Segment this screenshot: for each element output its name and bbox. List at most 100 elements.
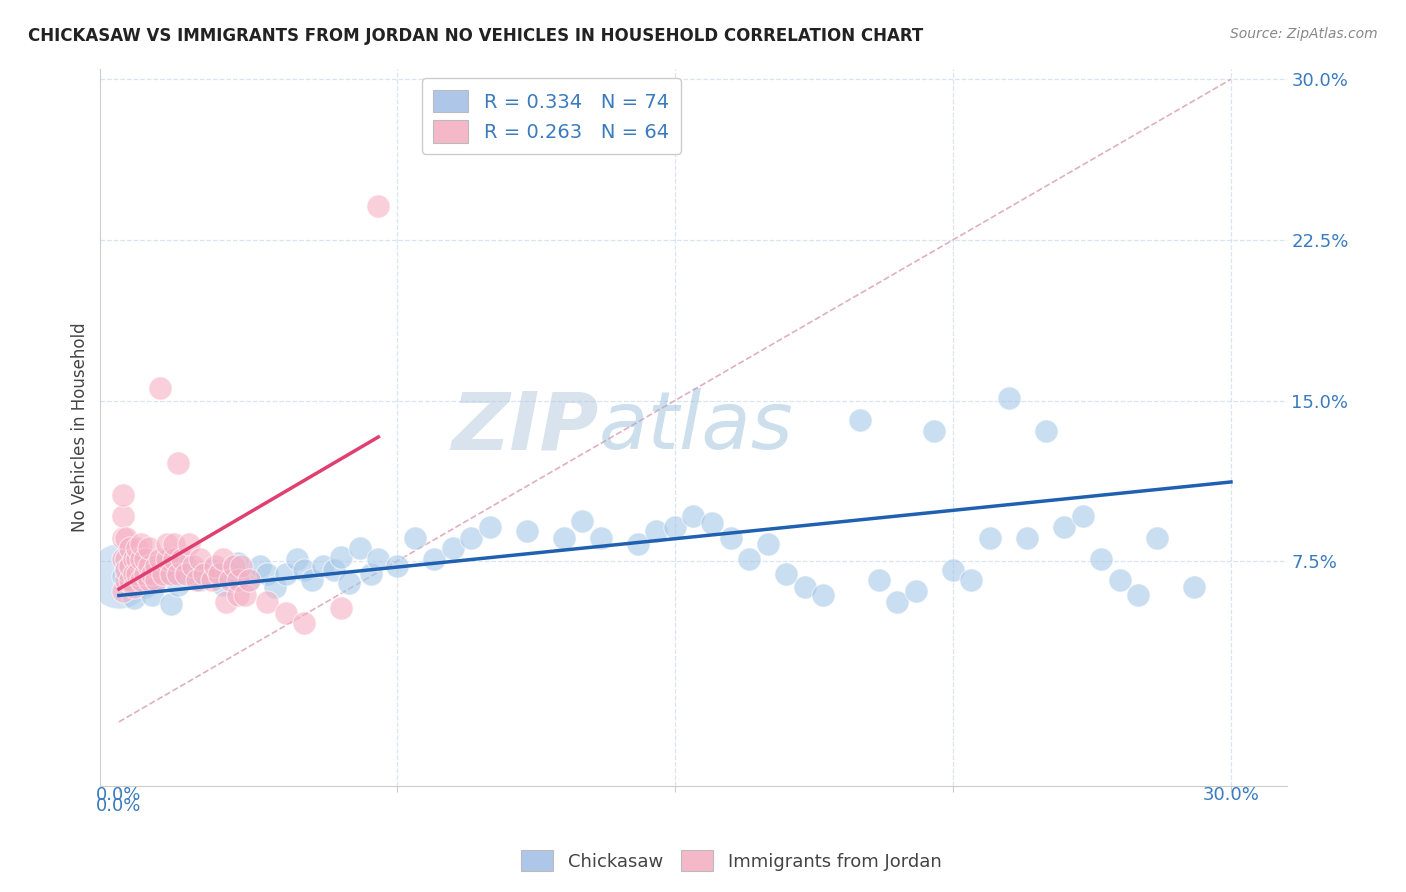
Point bbox=[190, 552, 212, 566]
Text: 0.0%: 0.0% bbox=[96, 786, 142, 805]
Point bbox=[292, 616, 315, 631]
Point bbox=[145, 558, 167, 573]
Point bbox=[1017, 531, 1039, 545]
Point bbox=[122, 552, 145, 566]
Text: 30.0%: 30.0% bbox=[1202, 786, 1260, 805]
Point bbox=[122, 591, 145, 605]
Point bbox=[174, 567, 197, 582]
Point bbox=[360, 567, 382, 582]
Point bbox=[1108, 574, 1130, 588]
Point bbox=[152, 563, 174, 577]
Point bbox=[238, 574, 260, 588]
Point bbox=[129, 537, 152, 551]
Point bbox=[152, 567, 174, 582]
Point bbox=[682, 509, 704, 524]
Point bbox=[441, 541, 464, 556]
Point bbox=[167, 567, 190, 582]
Point bbox=[129, 552, 152, 566]
Point bbox=[226, 557, 249, 571]
Point bbox=[904, 584, 927, 599]
Point bbox=[115, 531, 138, 545]
Point bbox=[111, 531, 134, 545]
Point bbox=[274, 606, 297, 620]
Point bbox=[200, 574, 222, 588]
Point bbox=[997, 392, 1019, 406]
Point bbox=[115, 552, 138, 566]
Point bbox=[186, 574, 208, 588]
Point bbox=[330, 549, 353, 564]
Point bbox=[122, 580, 145, 594]
Point bbox=[118, 574, 141, 588]
Point bbox=[163, 537, 186, 551]
Point bbox=[149, 381, 172, 395]
Point bbox=[404, 531, 426, 545]
Point bbox=[174, 558, 197, 573]
Point bbox=[211, 552, 233, 566]
Point bbox=[645, 524, 668, 539]
Text: ZIP: ZIP bbox=[451, 388, 599, 467]
Point bbox=[127, 552, 149, 566]
Point bbox=[1146, 531, 1168, 545]
Point bbox=[1128, 589, 1150, 603]
Point bbox=[330, 601, 353, 615]
Point bbox=[127, 567, 149, 582]
Point bbox=[134, 567, 156, 582]
Point bbox=[226, 589, 249, 603]
Point bbox=[886, 595, 908, 609]
Point bbox=[211, 578, 233, 592]
Point bbox=[238, 574, 260, 588]
Point bbox=[233, 589, 256, 603]
Point bbox=[1182, 580, 1205, 594]
Point bbox=[793, 580, 815, 594]
Point bbox=[215, 595, 238, 609]
Point bbox=[193, 567, 215, 582]
Point bbox=[159, 567, 181, 582]
Point bbox=[292, 563, 315, 577]
Point bbox=[134, 580, 156, 594]
Point bbox=[138, 574, 160, 588]
Point bbox=[263, 580, 285, 594]
Point bbox=[138, 558, 160, 573]
Point bbox=[1090, 552, 1112, 566]
Y-axis label: No Vehicles in Household: No Vehicles in Household bbox=[72, 323, 89, 533]
Point bbox=[627, 537, 650, 551]
Point bbox=[249, 558, 271, 573]
Point bbox=[156, 552, 179, 566]
Point bbox=[664, 520, 686, 534]
Point bbox=[337, 575, 360, 590]
Point bbox=[756, 537, 779, 551]
Point bbox=[145, 574, 167, 588]
Point bbox=[127, 552, 149, 566]
Point bbox=[115, 563, 138, 577]
Point bbox=[516, 524, 538, 539]
Point bbox=[156, 537, 179, 551]
Point bbox=[111, 569, 134, 583]
Point bbox=[204, 558, 226, 573]
Point bbox=[145, 574, 167, 588]
Point bbox=[1071, 509, 1094, 524]
Point bbox=[924, 424, 946, 438]
Point bbox=[134, 552, 156, 566]
Point bbox=[979, 531, 1001, 545]
Point bbox=[170, 552, 193, 566]
Point bbox=[163, 552, 186, 566]
Point bbox=[226, 574, 249, 588]
Point bbox=[111, 584, 134, 599]
Point bbox=[942, 563, 965, 577]
Point bbox=[720, 531, 742, 545]
Point bbox=[122, 567, 145, 582]
Point bbox=[138, 541, 160, 556]
Point bbox=[285, 552, 308, 566]
Point bbox=[811, 589, 834, 603]
Point bbox=[111, 509, 134, 524]
Point bbox=[115, 574, 138, 588]
Point bbox=[108, 569, 131, 583]
Point bbox=[1053, 520, 1076, 534]
Point bbox=[115, 560, 138, 574]
Point bbox=[738, 552, 761, 566]
Point bbox=[111, 488, 134, 502]
Point bbox=[159, 597, 181, 611]
Legend: R = 0.334   N = 74, R = 0.263   N = 64: R = 0.334 N = 74, R = 0.263 N = 64 bbox=[422, 78, 681, 154]
Point bbox=[129, 574, 152, 588]
Point bbox=[349, 541, 371, 556]
